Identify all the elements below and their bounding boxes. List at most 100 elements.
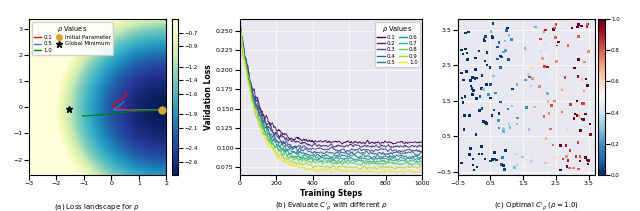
Point <box>476 145 486 148</box>
Point <box>459 128 469 131</box>
Point <box>493 45 503 49</box>
Point <box>458 52 468 55</box>
Point <box>464 153 474 156</box>
Point <box>487 114 497 117</box>
Point <box>480 121 490 124</box>
Point <box>536 37 546 41</box>
Point <box>492 158 502 162</box>
Point <box>523 156 533 160</box>
Point <box>468 164 478 167</box>
Point <box>557 111 567 114</box>
Point <box>522 66 532 70</box>
Point <box>534 62 545 65</box>
Point <box>513 82 524 85</box>
Point <box>465 147 476 150</box>
Point <box>573 23 584 26</box>
Text: (b) Evaluate $C'_{\rho}$ with different $\rho$: (b) Evaluate $C'_{\rho}$ with different … <box>275 201 388 211</box>
Point <box>522 106 532 109</box>
Point <box>583 159 593 162</box>
Point <box>569 66 579 70</box>
Point <box>579 60 589 64</box>
Point <box>560 76 570 80</box>
Point <box>498 126 508 130</box>
Point <box>468 76 478 79</box>
Point <box>542 65 552 69</box>
Point <box>543 92 553 95</box>
Point <box>487 35 497 39</box>
Point <box>564 166 575 169</box>
Point <box>474 49 484 53</box>
Point <box>559 95 569 99</box>
Point <box>479 39 490 42</box>
Point <box>477 74 487 77</box>
Point <box>464 114 474 117</box>
Point <box>457 96 467 100</box>
Point <box>478 119 488 123</box>
Point <box>542 168 552 172</box>
Point <box>459 114 469 118</box>
Point <box>479 88 489 91</box>
Point <box>480 157 490 161</box>
Point <box>562 89 572 92</box>
Point <box>484 93 494 96</box>
Point <box>551 23 561 26</box>
Point <box>518 155 528 159</box>
Point <box>572 99 582 103</box>
Point <box>567 26 577 30</box>
Point <box>539 42 549 46</box>
Point <box>463 58 473 61</box>
Point <box>509 166 520 169</box>
Point <box>523 128 533 131</box>
Point <box>472 76 482 80</box>
Point <box>536 49 546 53</box>
Y-axis label: Validation Loss: Validation Loss <box>204 64 213 130</box>
Point <box>521 114 531 118</box>
Point <box>462 51 472 55</box>
Point <box>582 25 592 28</box>
Point <box>487 35 497 38</box>
Point <box>497 163 507 166</box>
Point <box>516 94 526 97</box>
Point <box>538 57 548 60</box>
Point <box>562 165 572 168</box>
Point <box>556 168 566 172</box>
Point <box>468 157 478 161</box>
Point <box>580 156 590 159</box>
Point <box>508 87 518 91</box>
Point <box>460 47 470 51</box>
Point <box>568 23 578 26</box>
Point <box>502 26 513 30</box>
Point <box>535 153 545 157</box>
Legend: 0.1, 0.2, 0.3, 0.4, 0.5, 0.6, 0.7, 0.8, 0.9, 1.0: 0.1, 0.2, 0.3, 0.4, 0.5, 0.6, 0.7, 0.8, … <box>375 22 420 67</box>
Point <box>480 35 490 38</box>
Point <box>495 54 506 58</box>
Point <box>579 89 589 93</box>
Point <box>545 52 555 55</box>
Point <box>477 107 487 110</box>
Point <box>551 156 561 160</box>
Point <box>563 159 573 162</box>
Point <box>541 59 552 62</box>
Point <box>504 122 514 126</box>
Point <box>461 51 472 55</box>
Point <box>500 149 511 152</box>
Point <box>504 58 514 61</box>
Point <box>472 97 482 100</box>
Point <box>563 128 573 131</box>
Point <box>520 76 531 80</box>
Point <box>457 49 467 52</box>
Point <box>460 95 470 98</box>
Point <box>548 143 558 147</box>
Point <box>463 30 474 34</box>
Point <box>490 151 500 154</box>
Point <box>573 75 583 78</box>
Point <box>527 66 537 70</box>
Point <box>558 157 568 161</box>
Point <box>500 39 510 42</box>
Point <box>485 83 495 86</box>
Point <box>575 154 585 158</box>
Point <box>497 55 507 58</box>
Point <box>468 89 479 92</box>
Point <box>585 122 595 126</box>
Point <box>539 28 549 32</box>
